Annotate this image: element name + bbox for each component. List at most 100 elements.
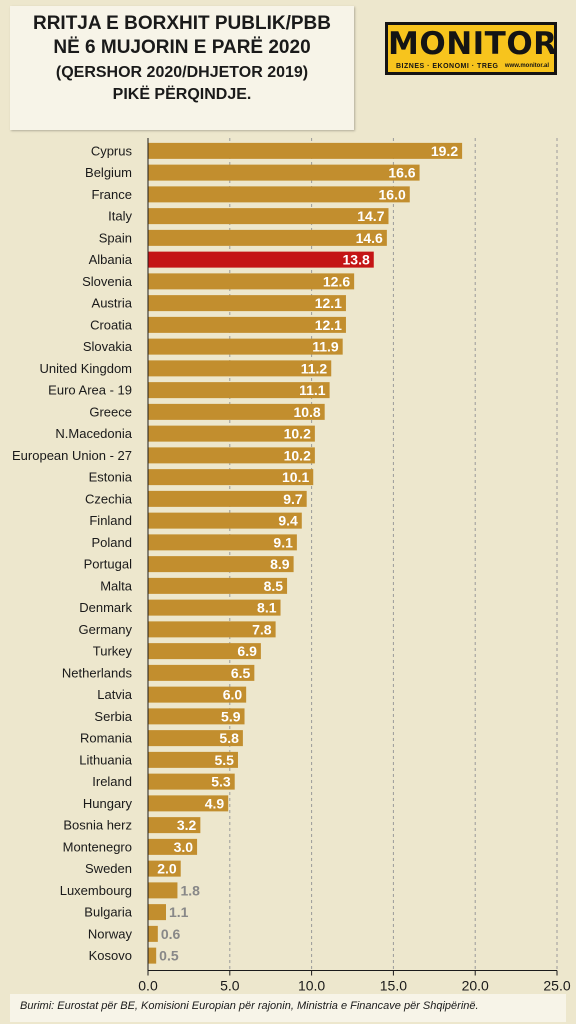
category-label: Croatia <box>90 317 133 332</box>
value-label: 13.8 <box>343 252 370 268</box>
bar <box>148 621 276 638</box>
category-label: Portugal <box>84 557 133 572</box>
value-label: 6.9 <box>237 643 257 659</box>
bar <box>148 316 346 333</box>
category-label: Ireland <box>92 774 132 789</box>
x-tick-label: 5.0 <box>220 978 240 994</box>
bar <box>148 469 314 486</box>
bar <box>148 142 463 159</box>
chart-subtitle-line1: (QERSHOR 2020/DHJETOR 2019) <box>55 64 309 81</box>
value-label: 6.0 <box>223 687 243 703</box>
bar <box>148 512 302 529</box>
bar <box>148 686 247 703</box>
category-label: Slovakia <box>83 339 133 354</box>
value-label: 3.0 <box>174 839 194 855</box>
category-label: Estonia <box>89 470 133 485</box>
x-tick-label: 20.0 <box>462 978 489 994</box>
category-label: Montenegro <box>63 839 132 854</box>
x-tick-label: 15.0 <box>380 978 407 994</box>
bar <box>148 208 389 225</box>
value-label: 3.2 <box>177 817 197 833</box>
x-tick-label: 0.0 <box>138 978 158 994</box>
bar <box>148 643 261 660</box>
bar <box>148 751 238 768</box>
bar <box>148 229 387 246</box>
bar <box>148 599 281 616</box>
bar <box>148 403 325 420</box>
category-label: Turkey <box>93 644 133 659</box>
bar <box>148 490 307 507</box>
value-label: 5.9 <box>221 708 241 724</box>
bar <box>148 556 294 573</box>
source-note: Burimi: Eurostat për BE, Komisioni Europ… <box>10 994 566 1022</box>
chart-subtitle-line2: PIKË PËRQINDJE. <box>112 86 252 103</box>
category-label: Serbia <box>94 709 132 724</box>
category-label: Austria <box>92 296 133 311</box>
value-label: 6.5 <box>231 665 251 681</box>
value-label: 1.1 <box>169 904 189 920</box>
x-tick-label: 25.0 <box>543 978 570 994</box>
category-label: Greece <box>89 404 132 419</box>
value-label: 8.9 <box>270 556 290 572</box>
value-label: 1.8 <box>180 882 200 898</box>
category-label: Netherlands <box>62 665 133 680</box>
value-label: 8.1 <box>257 600 277 616</box>
bar <box>148 925 158 942</box>
bar <box>148 882 178 899</box>
value-label: 11.2 <box>301 360 328 376</box>
value-label: 14.6 <box>356 230 383 246</box>
category-label: United Kingdom <box>40 361 133 376</box>
category-label: Norway <box>88 926 133 941</box>
bar <box>148 947 157 964</box>
value-label: 10.1 <box>282 469 309 485</box>
bar <box>148 534 297 551</box>
value-label: 14.7 <box>357 208 384 224</box>
value-label: 4.9 <box>205 795 225 811</box>
bar <box>148 382 330 399</box>
bar <box>148 425 315 442</box>
logo-name: MONITOR <box>388 26 558 62</box>
category-label: Hungary <box>83 796 133 811</box>
value-label: 11.9 <box>312 339 339 355</box>
value-label: 16.0 <box>379 186 406 202</box>
value-label: 9.4 <box>278 513 298 529</box>
bar <box>148 838 198 855</box>
category-label: Bulgaria <box>84 905 132 920</box>
bar <box>148 295 346 312</box>
category-label: Latvia <box>97 687 132 702</box>
bar <box>148 273 355 290</box>
bar <box>148 664 255 681</box>
value-label: 10.2 <box>284 426 311 442</box>
x-tick-label: 10.0 <box>298 978 325 994</box>
logo-tagline: BIZNES · EKONOMI · TREG <box>396 63 499 70</box>
value-label: 11.1 <box>299 382 326 398</box>
category-label: Finland <box>89 513 132 528</box>
category-label: Sweden <box>85 861 132 876</box>
category-label: Slovenia <box>82 274 133 289</box>
bar <box>148 251 374 268</box>
category-label: N.Macedonia <box>55 426 132 441</box>
bar <box>148 817 201 834</box>
value-label: 12.1 <box>315 295 342 311</box>
category-label: France <box>92 187 132 202</box>
category-label: Albania <box>89 252 133 267</box>
chart-title-line2: NË 6 MUJORIN E PARË 2020 <box>53 37 311 58</box>
bar <box>148 186 410 203</box>
category-label: Italy <box>108 209 132 224</box>
monitor-logo: MONITOR BIZNES · EKONOMI · TREG www.moni… <box>385 22 557 75</box>
logo-url: www.monitor.al <box>504 63 549 69</box>
value-label: 8.5 <box>264 578 284 594</box>
category-label: Bosnia herz <box>63 818 132 833</box>
category-label: Spain <box>99 230 132 245</box>
category-label: Romania <box>80 731 133 746</box>
category-label: Cyprus <box>91 143 133 158</box>
bar <box>148 730 243 747</box>
category-label: Luxembourg <box>60 883 132 898</box>
value-label: 10.2 <box>284 447 311 463</box>
value-label: 5.3 <box>211 774 231 790</box>
bar <box>148 338 343 355</box>
bar <box>148 360 332 377</box>
bar <box>148 447 315 464</box>
value-label: 5.5 <box>215 752 235 768</box>
